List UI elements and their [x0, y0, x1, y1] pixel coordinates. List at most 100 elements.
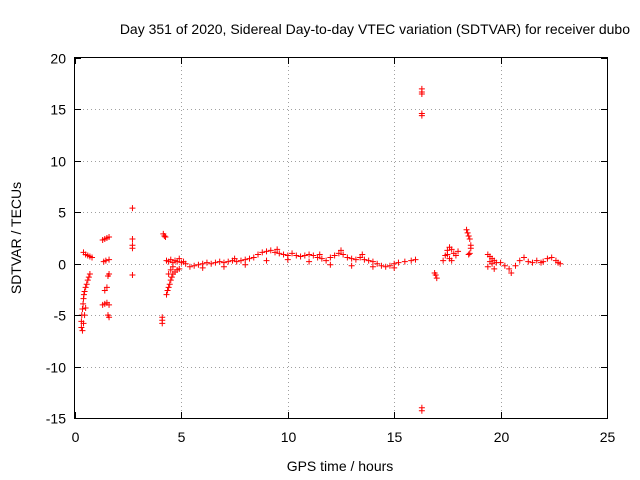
- data-point: [548, 254, 555, 261]
- data-point: [318, 255, 325, 262]
- data-point: [174, 258, 181, 265]
- data-point: [182, 260, 189, 267]
- y-tick-label: -10: [46, 360, 66, 376]
- data-point: [199, 264, 206, 271]
- data-point: [418, 91, 425, 97]
- data-point: [433, 275, 440, 282]
- data-point: [280, 251, 287, 258]
- data-point: [386, 262, 393, 269]
- y-axis-ticks: -15 -10 -5 0 5 10 15 20: [46, 51, 607, 427]
- data-point: [167, 256, 174, 263]
- data-point: [284, 256, 291, 263]
- data-point: [529, 259, 536, 266]
- data-point: [162, 233, 169, 240]
- data-point: [289, 250, 296, 257]
- data-point: [465, 232, 472, 239]
- data-point: [267, 247, 274, 254]
- chart-title: Day 351 of 2020, Sidereal Day-to-day VTE…: [120, 21, 630, 37]
- data-point: [86, 271, 93, 277]
- data-point: [374, 260, 381, 267]
- data-point: [78, 324, 85, 331]
- data-point: [395, 259, 402, 266]
- data-point: [81, 312, 88, 319]
- data-point: [382, 263, 389, 270]
- data-point: [310, 252, 317, 259]
- data-points: [78, 85, 564, 414]
- data-point: [263, 248, 270, 255]
- data-point: [331, 252, 338, 259]
- data-point: [103, 284, 110, 291]
- data-point: [557, 260, 564, 267]
- data-point: [106, 256, 113, 263]
- data-point: [220, 263, 227, 270]
- data-point: [464, 229, 471, 236]
- y-tick-label: 15: [50, 102, 66, 118]
- data-point: [79, 327, 86, 334]
- y-tick-label: 10: [50, 154, 66, 170]
- data-point: [316, 251, 323, 258]
- data-point: [348, 255, 355, 262]
- data-point: [506, 265, 513, 272]
- data-point: [444, 251, 451, 258]
- data-point: [455, 248, 462, 255]
- data-point: [448, 257, 455, 264]
- y-tick-label: 20: [50, 51, 66, 67]
- data-point: [263, 257, 270, 264]
- y-tick-label: -5: [54, 308, 67, 324]
- data-point: [165, 284, 172, 291]
- data-point: [168, 274, 175, 281]
- data-point: [525, 258, 532, 265]
- data-point: [391, 264, 398, 271]
- data-point: [165, 271, 172, 277]
- data-point: [344, 254, 351, 261]
- data-point: [246, 255, 253, 262]
- data-point: [164, 287, 171, 294]
- data-point: [301, 252, 308, 259]
- data-point: [208, 260, 215, 267]
- data-point: [489, 260, 496, 267]
- data-point: [418, 112, 425, 119]
- data-point: [491, 265, 498, 272]
- data-point: [497, 259, 504, 266]
- data-point: [101, 287, 108, 294]
- data-point: [340, 251, 347, 258]
- data-point: [357, 254, 364, 261]
- data-point: [167, 277, 174, 284]
- data-point: [80, 300, 87, 307]
- data-point: [293, 252, 300, 259]
- data-point: [401, 258, 408, 265]
- data-point: [225, 258, 232, 265]
- x-tick-label: 25: [600, 429, 616, 445]
- data-point: [83, 281, 90, 288]
- data-point: [352, 256, 359, 263]
- data-point: [508, 269, 515, 276]
- data-point: [418, 407, 425, 414]
- data-point: [369, 258, 376, 265]
- data-point: [237, 257, 244, 264]
- data-point: [166, 281, 173, 288]
- data-point: [432, 272, 439, 279]
- data-point: [540, 258, 547, 265]
- data-point: [314, 254, 321, 261]
- data-point: [484, 263, 491, 270]
- data-point: [80, 320, 87, 327]
- data-point: [369, 263, 376, 270]
- data-point: [212, 259, 219, 266]
- data-point: [501, 262, 508, 269]
- data-point: [102, 257, 109, 264]
- data-point: [82, 284, 89, 291]
- data-point: [163, 291, 170, 298]
- data-point: [348, 262, 355, 269]
- x-tick-label: 15: [387, 429, 403, 445]
- data-point: [231, 255, 238, 262]
- data-point: [378, 262, 385, 269]
- data-point: [106, 233, 113, 240]
- data-point: [129, 236, 136, 243]
- data-point: [89, 254, 96, 261]
- data-point: [466, 250, 473, 257]
- data-point: [306, 258, 313, 265]
- data-point: [512, 262, 519, 269]
- data-point: [327, 254, 334, 261]
- data-point: [195, 261, 202, 268]
